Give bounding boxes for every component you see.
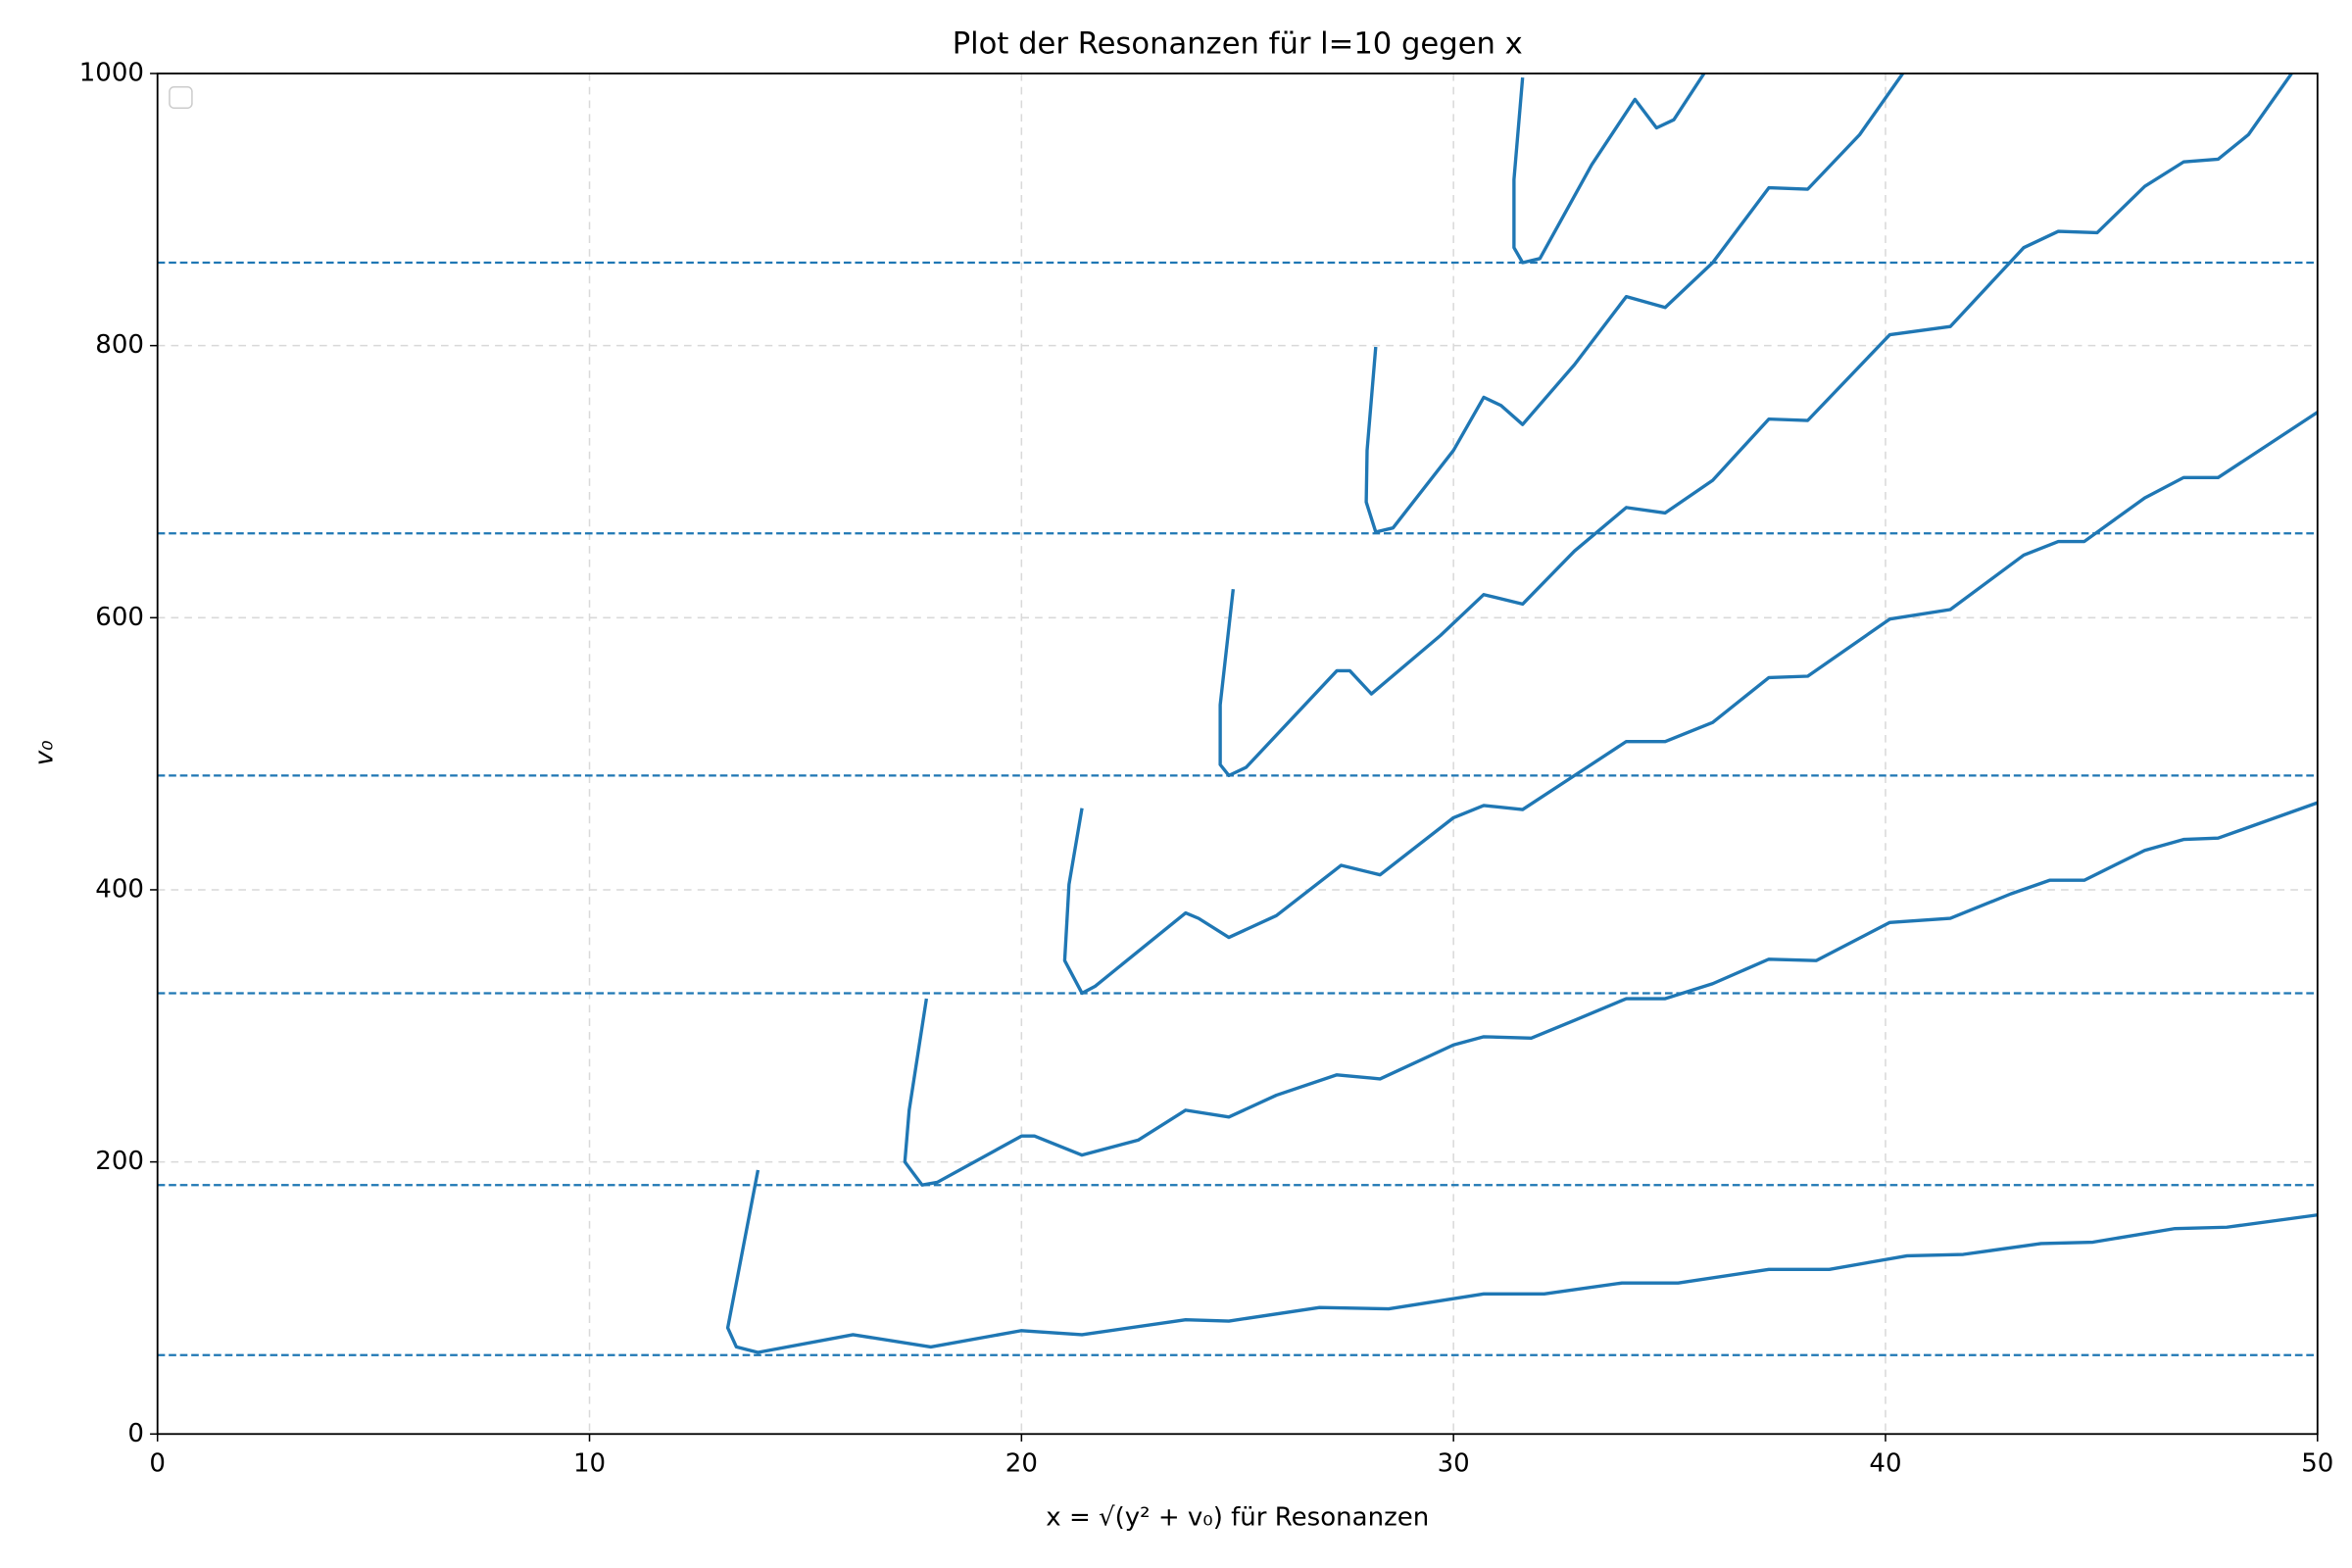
x-tick-label: 30 xyxy=(1438,1448,1470,1478)
y-tick-label: 200 xyxy=(95,1147,144,1176)
y-tick-label: 600 xyxy=(95,603,144,632)
x-tick-label: 20 xyxy=(1005,1448,1038,1478)
y-axis-label: v₀ xyxy=(29,740,59,765)
series-line xyxy=(1062,411,2318,996)
x-tick-label: 40 xyxy=(1869,1448,1901,1478)
series-line xyxy=(903,801,2318,1187)
y-tick-label: 1000 xyxy=(79,59,144,88)
x-tick-label: 50 xyxy=(2301,1448,2333,1478)
chart-title: Plot der Resonanzen für l=10 gegen x xyxy=(953,26,1523,61)
series-line xyxy=(1364,74,1904,534)
plot-frame xyxy=(156,73,2319,1436)
series-line xyxy=(1218,74,2293,778)
series-line xyxy=(725,1169,2318,1354)
series-line xyxy=(1512,74,1706,265)
legend xyxy=(169,86,193,109)
y-tick-label: 400 xyxy=(95,874,144,904)
y-tick-label: 800 xyxy=(95,330,144,360)
y-tick-label: 0 xyxy=(127,1419,144,1448)
ticks: 0 10 20 30 40 50 0 200 400 600 800 1000 xyxy=(79,59,2334,1479)
x-tick-label: 0 xyxy=(149,1448,166,1478)
x-tick-label: 10 xyxy=(573,1448,606,1478)
x-axis-label: x = √(y² + v₀) für Resonanzen xyxy=(1046,1502,1429,1532)
plot-area xyxy=(157,74,2318,1356)
